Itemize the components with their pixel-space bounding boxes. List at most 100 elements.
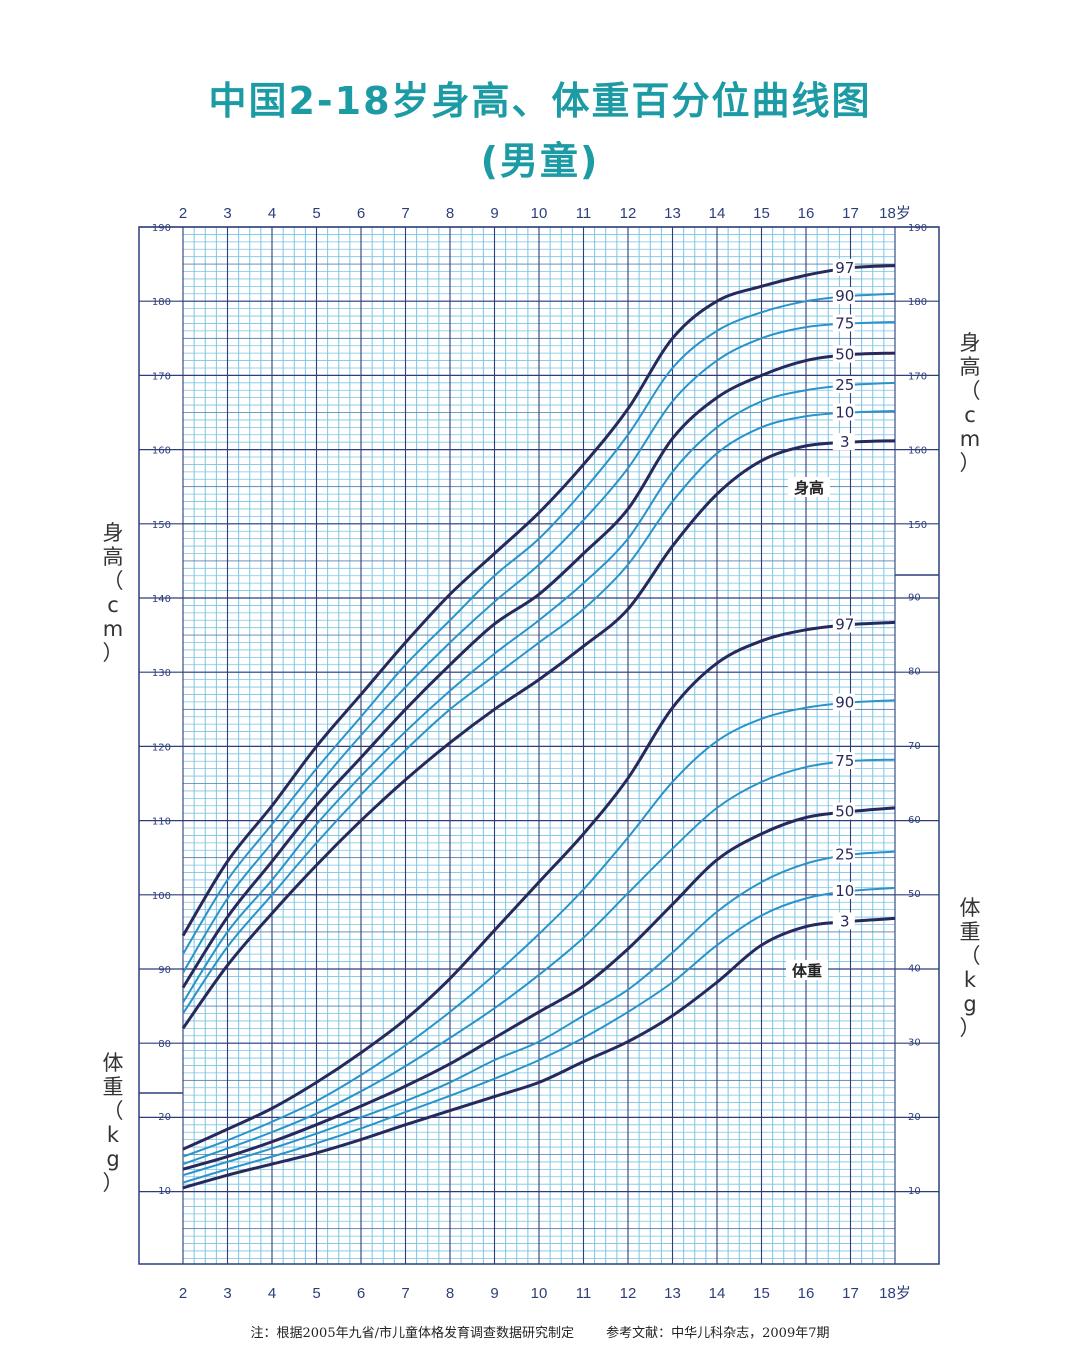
height-label-p90: 90 (835, 287, 854, 305)
y-tick-height-right: 170 (908, 371, 927, 382)
growth-chart: 2 2 3 3 4 4 5 5 6 6 7 7 8 8 9 9 10 10 11 11 12 12 13 13 14 14 15 15… (103, 205, 981, 1302)
y-tick-weight-right: 90 (908, 592, 921, 603)
x-tick-top: 7 (401, 205, 409, 222)
y-axis-label-weight-right: 体 (960, 896, 981, 920)
y-tick-weight-right: 50 (908, 889, 921, 900)
height-label-p75: 75 (835, 314, 854, 332)
height-curve-label-bg (788, 477, 830, 497)
y-tick-height-left: 180 (152, 297, 171, 308)
y-tick-weight-right: 20 (908, 1112, 921, 1123)
footnote-reference: 参考文献：中华儿科杂志，2009年7期 (606, 1326, 830, 1341)
footnote-source: 注：根据2005年九省/市儿童体格发育调查数据研究制定 (250, 1326, 574, 1341)
y-axis-label-height-right: ） (960, 451, 981, 475)
x-tick-top: 9 (490, 205, 498, 222)
height-curve-label: 身高 (794, 479, 824, 497)
y-axis-label-height-right: 身 (960, 331, 981, 355)
height-label-p50: 50 (835, 346, 854, 364)
y-tick-height-right: 180 (908, 297, 927, 308)
x-tick-bottom: 11 (576, 1285, 592, 1302)
y-axis-label-weight-left: ） (103, 1171, 124, 1195)
x-tick-top: 6 (357, 205, 365, 222)
y-axis-label-height-right: 高 (960, 355, 981, 379)
y-tick-height-left: 190 (152, 223, 171, 234)
x-tick-bottom: 8 (446, 1285, 454, 1302)
y-tick-height-left: 130 (152, 668, 171, 679)
height-curve-p3 (181, 439, 896, 1030)
y-axis-label-weight-left: k (107, 1123, 120, 1147)
height-curve-p25 (182, 381, 896, 1003)
y-tick-height-right: 190 (908, 223, 927, 234)
weight-curve-p25 (182, 850, 896, 1177)
y-tick-weight-right: 30 (908, 1038, 921, 1049)
y-tick-height-left: 110 (152, 817, 171, 828)
weight-label-p3: 3 (840, 912, 850, 930)
y-axis-label-weight-right: ） (960, 1016, 981, 1040)
y-tick-weight-right: 10 (908, 1186, 921, 1197)
x-tick-bottom: 15 (753, 1285, 770, 1302)
height-curve-p50 (181, 351, 896, 989)
x-tick-bottom: 9 (490, 1285, 498, 1302)
x-tick-top: 11 (576, 205, 592, 222)
y-axis-label-weight-left: 体 (103, 1051, 124, 1075)
weight-label-p90: 90 (835, 694, 854, 712)
y-axis-label-weight-right: （ (960, 944, 981, 968)
y-axis-label-weight-right: g (963, 992, 976, 1016)
y-axis-label-height-left: （ (103, 569, 124, 593)
x-tick-top: 10 (531, 205, 548, 222)
y-axis-label-height-left: 身 (103, 521, 124, 545)
weight-label-p97: 97 (835, 616, 854, 634)
y-tick-weight-right: 80 (908, 667, 921, 678)
y-axis-label-height-right: （ (960, 379, 981, 403)
chart-title: 中国2-18岁身高、体重百分位曲线图 (208, 79, 872, 123)
weight-label-p10: 10 (835, 882, 854, 900)
height-curve-p10 (182, 410, 896, 1015)
y-tick-weight-right: 60 (908, 815, 921, 826)
height-label-bg (832, 258, 855, 276)
weight-label-p50: 50 (835, 803, 854, 821)
weight-curve-p3 (182, 916, 896, 1190)
y-tick-height-left: 90 (158, 965, 171, 976)
weight-curve-p97 (182, 620, 896, 1151)
height-label-bg (832, 376, 855, 394)
x-tick-bottom: 7 (401, 1285, 409, 1302)
y-tick-weight-right: 40 (908, 963, 921, 974)
height-label-bg (832, 287, 855, 305)
height-label-bg (832, 345, 855, 363)
height-curve-p75 (182, 320, 896, 974)
x-tick-bottom: 6 (357, 1285, 365, 1302)
weight-label-bg (832, 752, 855, 770)
height-label-p3: 3 (840, 433, 850, 451)
chart-subtitle: (男童) (480, 139, 600, 183)
weight-curve-p10 (182, 887, 896, 1184)
weight-label-p25: 25 (835, 846, 854, 864)
x-tick-bottom: 14 (709, 1285, 726, 1302)
x-tick-bottom: 10 (531, 1285, 548, 1302)
weight-curve-p75 (182, 758, 896, 1165)
y-tick-height-left: 140 (152, 594, 171, 605)
footnote: 注：根据2005年九省/市儿童体格发育调查数据研究制定 参考文献：中华儿科杂志，… (0, 1322, 1080, 1341)
y-axis-label-height-right: m (960, 427, 980, 451)
x-tick-bottom: 13 (664, 1285, 681, 1302)
weight-label-bg (832, 615, 855, 633)
height-label-bg (832, 314, 855, 332)
x-tick-top: 4 (268, 205, 276, 222)
x-tick-top: 2 (179, 205, 187, 222)
height-label-p10: 10 (835, 404, 854, 422)
x-tick-top: 15 (753, 205, 770, 222)
weight-curve-p50 (182, 806, 896, 1171)
y-axis-label-height-left: c (107, 593, 119, 617)
y-axis-label-weight-left: （ (103, 1099, 124, 1123)
weight-curve-label: 体重 (792, 962, 822, 980)
x-tick-top: 18岁 (879, 205, 911, 222)
x-tick-top: 3 (223, 205, 231, 222)
height-label-p97: 97 (835, 259, 854, 277)
x-tick-bottom: 16 (798, 1285, 815, 1302)
y-tick-height-left: 160 (152, 446, 171, 457)
y-tick-height-left: 100 (152, 891, 171, 902)
x-tick-top: 17 (842, 205, 859, 222)
y-axis-label-weight-left: 重 (103, 1075, 124, 1099)
weight-curve-label-bg (786, 960, 828, 980)
x-tick-bottom: 12 (620, 1285, 637, 1302)
weight-curve-p90 (182, 699, 896, 1158)
x-tick-top: 16 (798, 205, 815, 222)
